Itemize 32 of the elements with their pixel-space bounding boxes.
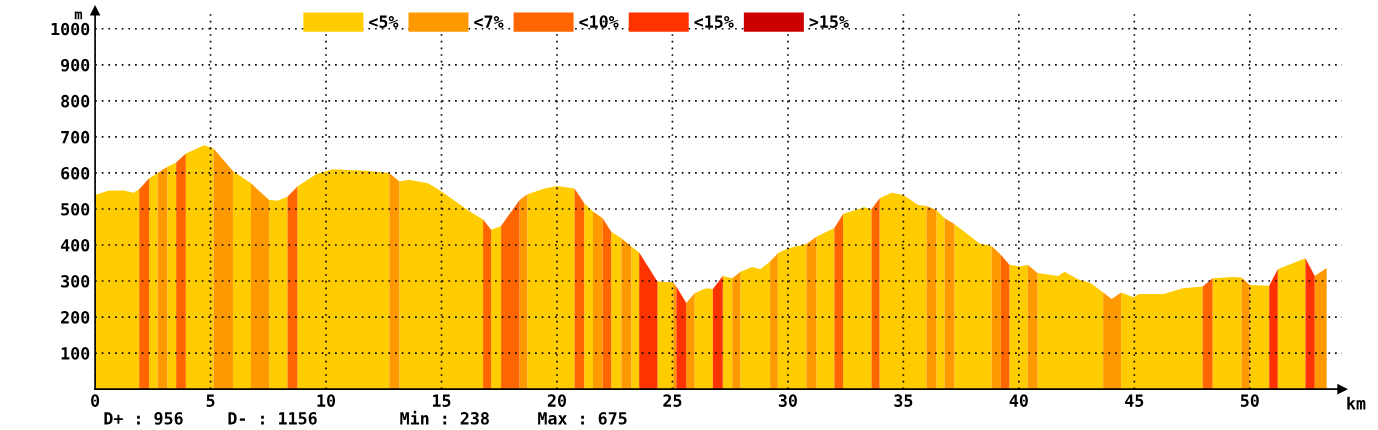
x-tick-label: 5	[206, 394, 215, 407]
y-tick-label: 200	[61, 311, 90, 324]
x-tick-label: 35	[894, 394, 913, 407]
x-tick-label: 30	[778, 394, 797, 407]
y-tick-label: 700	[61, 130, 90, 144]
x-axis-title: km	[1347, 396, 1366, 410]
legend-label: <7%	[474, 15, 504, 28]
y-tick-label: 900	[61, 58, 90, 72]
y-tick-label: 400	[60, 238, 90, 252]
text: Min : 238	[400, 410, 489, 425]
x-tick-label: 15	[432, 394, 451, 407]
legend-label: >15%	[809, 15, 849, 28]
legend-label: <5%	[369, 15, 399, 28]
x-tick-label: 40	[1009, 394, 1028, 407]
y-tick-label: 600	[61, 166, 90, 180]
text: D+ : 956	[104, 412, 183, 425]
y-tick-label: 800	[61, 94, 90, 108]
x-tick-label: 0	[91, 394, 100, 407]
y-tick-label: 100	[61, 347, 90, 360]
y-axis-title: m	[74, 11, 83, 20]
text: Max : 675	[538, 412, 627, 425]
y-tick-label: 500	[61, 202, 90, 216]
y-tick-label: 1000	[51, 22, 90, 36]
x-tick-label: 20	[547, 394, 566, 407]
x-tick-label: 25	[663, 394, 682, 407]
y-tick-label: 300	[61, 275, 90, 288]
x-tick-label: 50	[1240, 394, 1259, 407]
x-tick-label: 10	[317, 394, 336, 407]
x-tick-label: 45	[1125, 394, 1144, 407]
legend-label: <15%	[694, 15, 734, 28]
legend-label: <10%	[579, 15, 619, 28]
text: D- : 1156	[228, 412, 317, 425]
